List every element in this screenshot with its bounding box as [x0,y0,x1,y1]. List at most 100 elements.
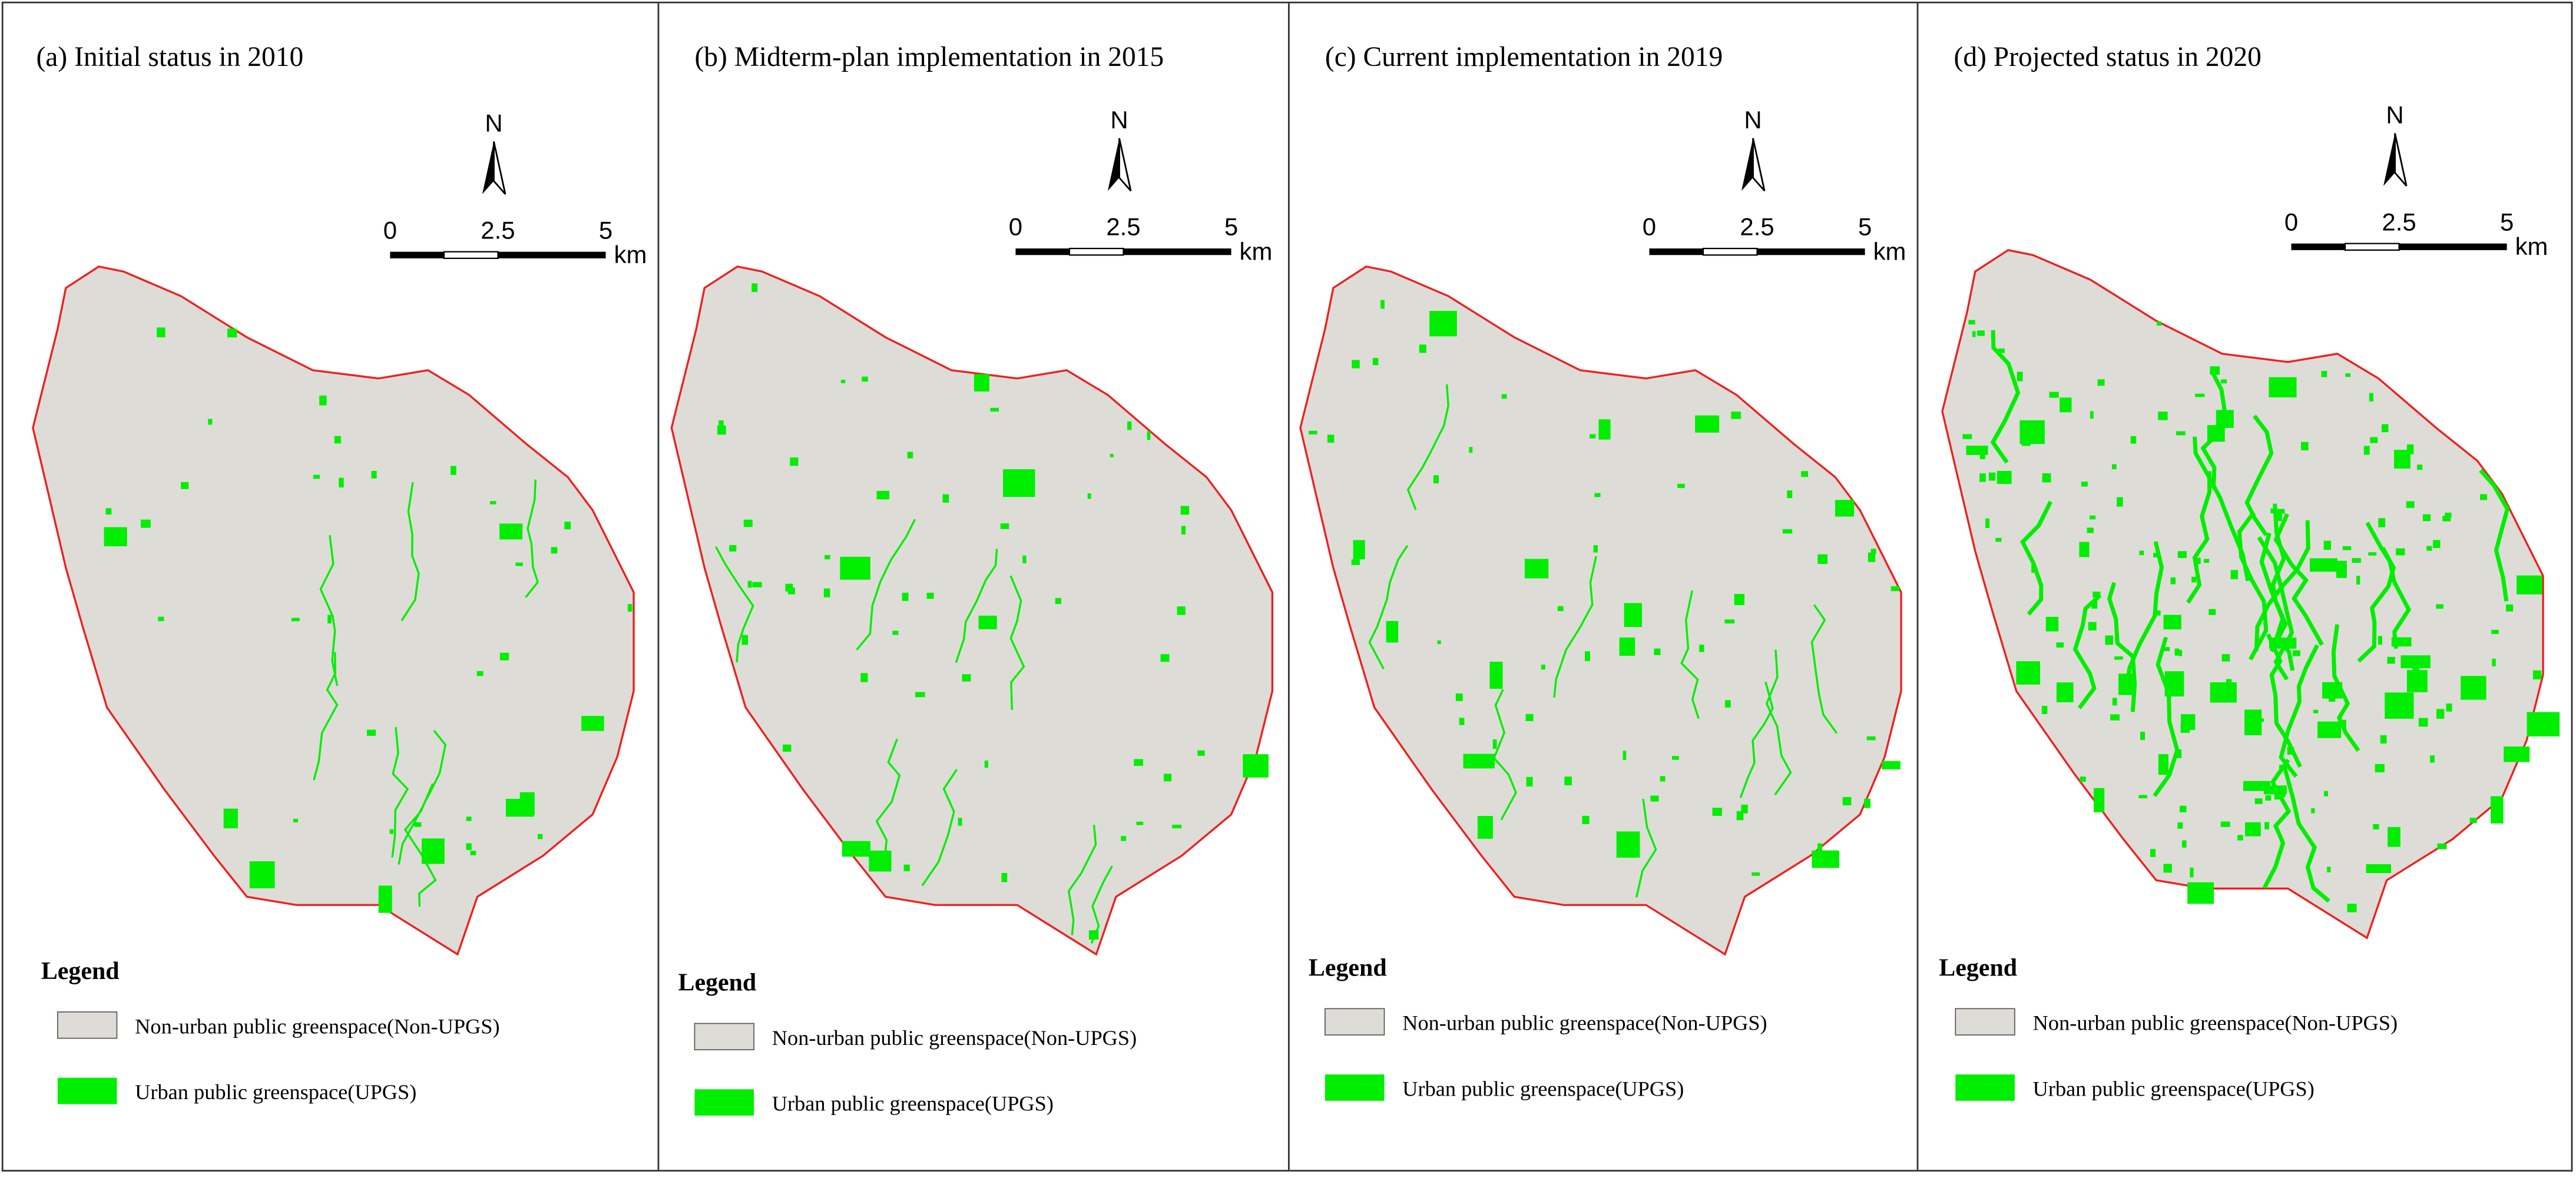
greenspace-patch [974,374,989,391]
greenspace-patch [1352,360,1360,369]
greenspace-patch [551,547,558,554]
greenspace-patch [942,494,949,503]
greenspace-patch [1197,750,1205,756]
greenspace-patch [2049,391,2059,398]
greenspace-patch [860,673,868,682]
greenspace-patch [1172,824,1182,829]
legend-item: Urban public greenspace(UPGS) [135,1080,416,1104]
greenspace-patch [2369,393,2373,401]
greenspace-patch [1163,774,1172,782]
legend-item: Non-urban public greenspace(Non-UPGS) [772,1026,1137,1050]
greenspace-patch [1437,640,1441,644]
greenspace-patch [2180,805,2187,812]
greenspace-patch [1177,606,1186,615]
legend-swatch [694,1089,754,1116]
greenspace-patch [367,729,376,736]
north-arrow-left [482,141,494,194]
greenspace-patch [2174,648,2180,656]
greenspace-corridor [1492,689,1517,821]
greenspace-patch [2112,698,2117,706]
scale-bar-seg [1702,247,1758,256]
greenspace-patch [1351,559,1360,565]
greenspace-patch [2237,835,2243,841]
greenspace-patch [1525,714,1534,721]
greenspace-patch [751,283,758,293]
greenspace-patch [2366,864,2392,874]
greenspace-patch [466,843,472,850]
legend-swatch [1325,1008,1385,1036]
greenspace-patch [1835,500,1855,517]
greenspace-patch [2347,904,2357,912]
scale-label: 2.5 [1740,213,1774,241]
greenspace-corridor [1553,556,1597,698]
greenspace-patch [1724,619,1735,624]
greenspace-patch [470,851,476,855]
greenspace-patch [2342,546,2352,550]
greenspace-patch [1501,394,1507,399]
greenspace-patch [2042,473,2051,483]
greenspace-patch [1979,450,1985,459]
greenspace-corridor [2273,513,2324,646]
greenspace-patch [915,692,925,698]
legend-item: Non-urban public greenspace(Non-UPGS) [1402,1011,1767,1035]
greenspace-patch [2244,709,2262,735]
scale-label: 0 [383,216,397,244]
greenspace-corridor [2262,758,2292,889]
greenspace-corridor [1090,865,1113,944]
north-arrow-right [493,141,506,195]
greenspace-patch [1650,795,1659,802]
greenspace-patch [2323,540,2332,550]
greenspace-patch [1243,754,1269,778]
greenspace-patch [2400,655,2431,668]
greenspace-patch [2506,604,2514,612]
greenspace-patch [1455,693,1463,701]
greenspace-patch [2527,712,2560,736]
scale-bar-seg [2399,243,2507,250]
greenspace-patch [1671,756,1679,760]
greenspace-patch [1003,469,1035,497]
greenspace-patch [1870,549,1876,555]
greenspace-patch [2532,670,2542,680]
greenspace-patch [962,674,971,682]
greenspace-patch [1492,739,1497,749]
greenspace-patch [499,523,523,540]
greenspace-patch [1996,470,2012,485]
greenspace-corridor [715,546,754,663]
greenspace-patch [2091,601,2098,609]
legend-item: Non-urban public greenspace(Non-UPGS) [2033,1011,2398,1035]
greenspace-patch [476,671,484,676]
greenspace-corridor [1810,604,1838,734]
greenspace-patch [741,635,749,645]
greenspace-patch [564,522,571,530]
greenspace-patch [2153,553,2158,558]
greenspace-patch [2097,379,2105,386]
scale-unit: km [614,241,647,268]
greenspace-patch [2406,501,2415,508]
greenspace-corridor [400,482,420,622]
legend-swatch [57,1011,118,1039]
greenspace-patch [2310,558,2337,572]
greenspace-patch [1724,700,1731,708]
scale-bar-seg [443,251,499,259]
greenspace-patch [2226,679,2232,689]
greenspace-patch [1353,540,1365,560]
greenspace-patch [2356,576,2360,585]
greenspace-patch [1582,815,1590,824]
greenspace-patch [2056,682,2074,703]
greenspace-patch [293,818,299,822]
greenspace-corridor [1067,825,1097,935]
legend-item: Non-urban public greenspace(Non-UPGS) [135,1014,499,1038]
greenspace-corridor [856,519,916,651]
greenspace-patch [2088,622,2097,630]
greenspace-corridor [2020,500,2052,616]
legend-title: Legend [678,970,756,997]
greenspace-patch [1055,598,1061,604]
greenspace-patch [2244,822,2261,837]
legend-item: Urban public greenspace(UPGS) [2033,1077,2315,1100]
study-area [1941,249,2544,940]
greenspace-patch [1477,816,1493,839]
greenspace-patch [1660,776,1666,782]
greenspace-corridor [2331,624,2360,752]
greenspace-patch [2139,550,2144,556]
